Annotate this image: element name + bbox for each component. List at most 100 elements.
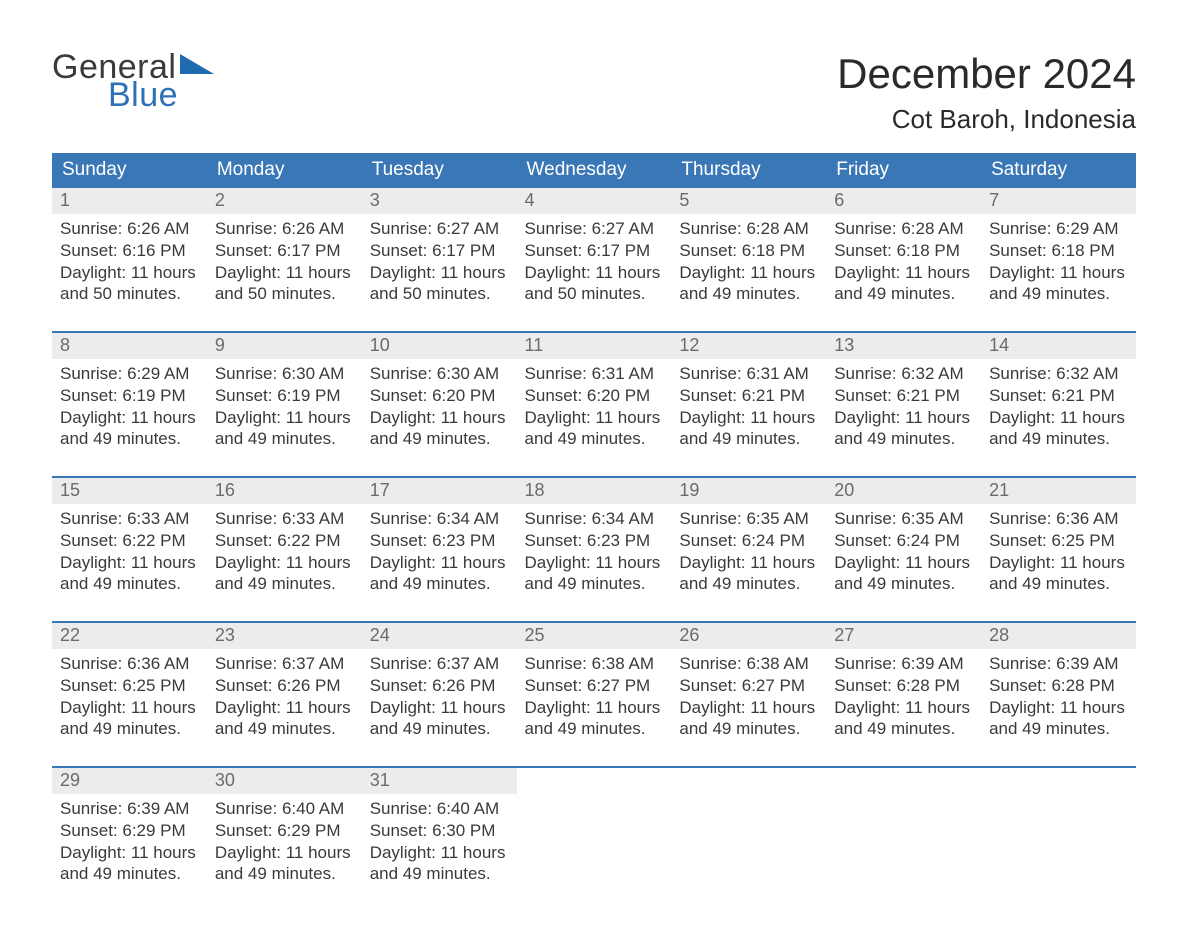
daylight-line: Daylight: 11 hours and 49 minutes.: [525, 407, 664, 451]
daylight-line: Daylight: 11 hours and 49 minutes.: [834, 697, 973, 741]
daylight-line: Daylight: 11 hours and 49 minutes.: [989, 407, 1128, 451]
sunset-line: Sunset: 6:27 PM: [679, 675, 818, 697]
sunrise-line: Sunrise: 6:36 AM: [60, 653, 199, 675]
sunset-line: Sunset: 6:24 PM: [679, 530, 818, 552]
sunset-line: Sunset: 6:22 PM: [60, 530, 199, 552]
day-content-cell: Sunrise: 6:39 AMSunset: 6:28 PMDaylight:…: [826, 649, 981, 767]
sunset-line: Sunset: 6:26 PM: [215, 675, 354, 697]
sunrise-line: Sunrise: 6:27 AM: [370, 218, 509, 240]
sunset-line: Sunset: 6:19 PM: [215, 385, 354, 407]
sunset-line: Sunset: 6:25 PM: [989, 530, 1128, 552]
day-content-cell: Sunrise: 6:30 AMSunset: 6:20 PMDaylight:…: [362, 359, 517, 477]
daylight-line: Daylight: 11 hours and 49 minutes.: [60, 407, 199, 451]
weekday-header: Wednesday: [517, 153, 672, 188]
day-content-cell: Sunrise: 6:35 AMSunset: 6:24 PMDaylight:…: [826, 504, 981, 622]
day-number-cell: 21: [981, 478, 1136, 504]
day-content-cell: [517, 794, 672, 911]
month-title: December 2024: [837, 50, 1136, 98]
day-content-cell: Sunrise: 6:26 AMSunset: 6:17 PMDaylight:…: [207, 214, 362, 332]
day-content-cell: Sunrise: 6:31 AMSunset: 6:21 PMDaylight:…: [671, 359, 826, 477]
day-content-cell: Sunrise: 6:31 AMSunset: 6:20 PMDaylight:…: [517, 359, 672, 477]
daylight-line: Daylight: 11 hours and 49 minutes.: [989, 552, 1128, 596]
day-number-cell: 11: [517, 333, 672, 359]
sunrise-line: Sunrise: 6:37 AM: [370, 653, 509, 675]
daylight-line: Daylight: 11 hours and 50 minutes.: [60, 262, 199, 306]
sunset-line: Sunset: 6:22 PM: [215, 530, 354, 552]
sunset-line: Sunset: 6:26 PM: [370, 675, 509, 697]
daylight-line: Daylight: 11 hours and 49 minutes.: [525, 552, 664, 596]
day-content-cell: Sunrise: 6:35 AMSunset: 6:24 PMDaylight:…: [671, 504, 826, 622]
sunset-line: Sunset: 6:20 PM: [370, 385, 509, 407]
header-bar: General Blue December 2024 Cot Baroh, In…: [52, 50, 1136, 135]
sunset-line: Sunset: 6:16 PM: [60, 240, 199, 262]
day-number-cell: 29: [52, 768, 207, 794]
daylight-line: Daylight: 11 hours and 49 minutes.: [60, 842, 199, 886]
day-number-cell: 12: [671, 333, 826, 359]
sunrise-line: Sunrise: 6:26 AM: [215, 218, 354, 240]
calendar-table: SundayMondayTuesdayWednesdayThursdayFrid…: [52, 153, 1136, 911]
weekday-header: Friday: [826, 153, 981, 188]
weekday-header: Saturday: [981, 153, 1136, 188]
day-content-cell: Sunrise: 6:33 AMSunset: 6:22 PMDaylight:…: [207, 504, 362, 622]
day-number-cell: 16: [207, 478, 362, 504]
day-content-cell: Sunrise: 6:27 AMSunset: 6:17 PMDaylight:…: [517, 214, 672, 332]
sunset-line: Sunset: 6:17 PM: [215, 240, 354, 262]
sunrise-line: Sunrise: 6:32 AM: [834, 363, 973, 385]
location-subtitle: Cot Baroh, Indonesia: [837, 104, 1136, 135]
day-content-cell: Sunrise: 6:32 AMSunset: 6:21 PMDaylight:…: [981, 359, 1136, 477]
sunrise-line: Sunrise: 6:40 AM: [215, 798, 354, 820]
day-content-cell: Sunrise: 6:28 AMSunset: 6:18 PMDaylight:…: [671, 214, 826, 332]
day-number-cell: [981, 768, 1136, 794]
sunrise-line: Sunrise: 6:38 AM: [679, 653, 818, 675]
day-content-cell: Sunrise: 6:39 AMSunset: 6:28 PMDaylight:…: [981, 649, 1136, 767]
sunset-line: Sunset: 6:28 PM: [834, 675, 973, 697]
day-content-cell: [981, 794, 1136, 911]
day-number-cell: 15: [52, 478, 207, 504]
sunrise-line: Sunrise: 6:27 AM: [525, 218, 664, 240]
sunset-line: Sunset: 6:30 PM: [370, 820, 509, 842]
day-number-cell: [826, 768, 981, 794]
sunrise-line: Sunrise: 6:34 AM: [370, 508, 509, 530]
sunset-line: Sunset: 6:18 PM: [989, 240, 1128, 262]
daylight-line: Daylight: 11 hours and 49 minutes.: [679, 262, 818, 306]
sunset-line: Sunset: 6:19 PM: [60, 385, 199, 407]
day-number-cell: [517, 768, 672, 794]
logo-word-2: Blue: [108, 78, 214, 112]
sunrise-line: Sunrise: 6:26 AM: [60, 218, 199, 240]
sunset-line: Sunset: 6:17 PM: [525, 240, 664, 262]
sunset-line: Sunset: 6:25 PM: [60, 675, 199, 697]
day-number-cell: 5: [671, 188, 826, 214]
day-number-cell: 27: [826, 623, 981, 649]
day-number-cell: 18: [517, 478, 672, 504]
sunset-line: Sunset: 6:21 PM: [989, 385, 1128, 407]
day-content-cell: Sunrise: 6:34 AMSunset: 6:23 PMDaylight:…: [517, 504, 672, 622]
sunset-line: Sunset: 6:18 PM: [679, 240, 818, 262]
daylight-line: Daylight: 11 hours and 49 minutes.: [215, 697, 354, 741]
day-content-cell: Sunrise: 6:33 AMSunset: 6:22 PMDaylight:…: [52, 504, 207, 622]
daylight-line: Daylight: 11 hours and 49 minutes.: [215, 842, 354, 886]
sunrise-line: Sunrise: 6:33 AM: [60, 508, 199, 530]
sunrise-line: Sunrise: 6:32 AM: [989, 363, 1128, 385]
day-content-row: Sunrise: 6:33 AMSunset: 6:22 PMDaylight:…: [52, 504, 1136, 622]
daylight-line: Daylight: 11 hours and 49 minutes.: [679, 552, 818, 596]
day-number-row: 891011121314: [52, 333, 1136, 359]
daylight-line: Daylight: 11 hours and 49 minutes.: [679, 407, 818, 451]
sunset-line: Sunset: 6:29 PM: [60, 820, 199, 842]
sunrise-line: Sunrise: 6:29 AM: [989, 218, 1128, 240]
daylight-line: Daylight: 11 hours and 49 minutes.: [215, 552, 354, 596]
day-number-row: 22232425262728: [52, 623, 1136, 649]
sunset-line: Sunset: 6:23 PM: [370, 530, 509, 552]
day-number-cell: 3: [362, 188, 517, 214]
sunrise-line: Sunrise: 6:39 AM: [60, 798, 199, 820]
day-content-cell: Sunrise: 6:37 AMSunset: 6:26 PMDaylight:…: [207, 649, 362, 767]
day-number-row: 293031: [52, 768, 1136, 794]
daylight-line: Daylight: 11 hours and 49 minutes.: [370, 407, 509, 451]
day-content-cell: Sunrise: 6:28 AMSunset: 6:18 PMDaylight:…: [826, 214, 981, 332]
sunrise-line: Sunrise: 6:39 AM: [834, 653, 973, 675]
day-content-cell: [826, 794, 981, 911]
sunset-line: Sunset: 6:20 PM: [525, 385, 664, 407]
day-content-row: Sunrise: 6:39 AMSunset: 6:29 PMDaylight:…: [52, 794, 1136, 911]
day-number-cell: 13: [826, 333, 981, 359]
sunrise-line: Sunrise: 6:37 AM: [215, 653, 354, 675]
sunrise-line: Sunrise: 6:39 AM: [989, 653, 1128, 675]
